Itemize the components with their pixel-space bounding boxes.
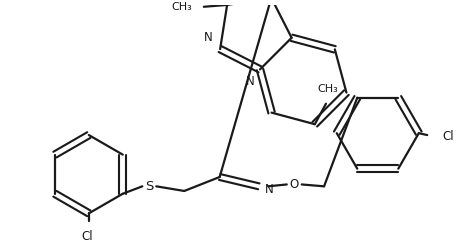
Text: N: N (246, 75, 255, 88)
Text: Cl: Cl (442, 130, 454, 143)
Text: N: N (265, 183, 273, 196)
Text: S: S (145, 180, 153, 193)
Text: Cl: Cl (81, 230, 93, 243)
Text: O: O (290, 178, 299, 191)
Text: N: N (204, 31, 213, 44)
Text: CH₃: CH₃ (171, 2, 192, 12)
Text: CH₃: CH₃ (317, 84, 338, 94)
